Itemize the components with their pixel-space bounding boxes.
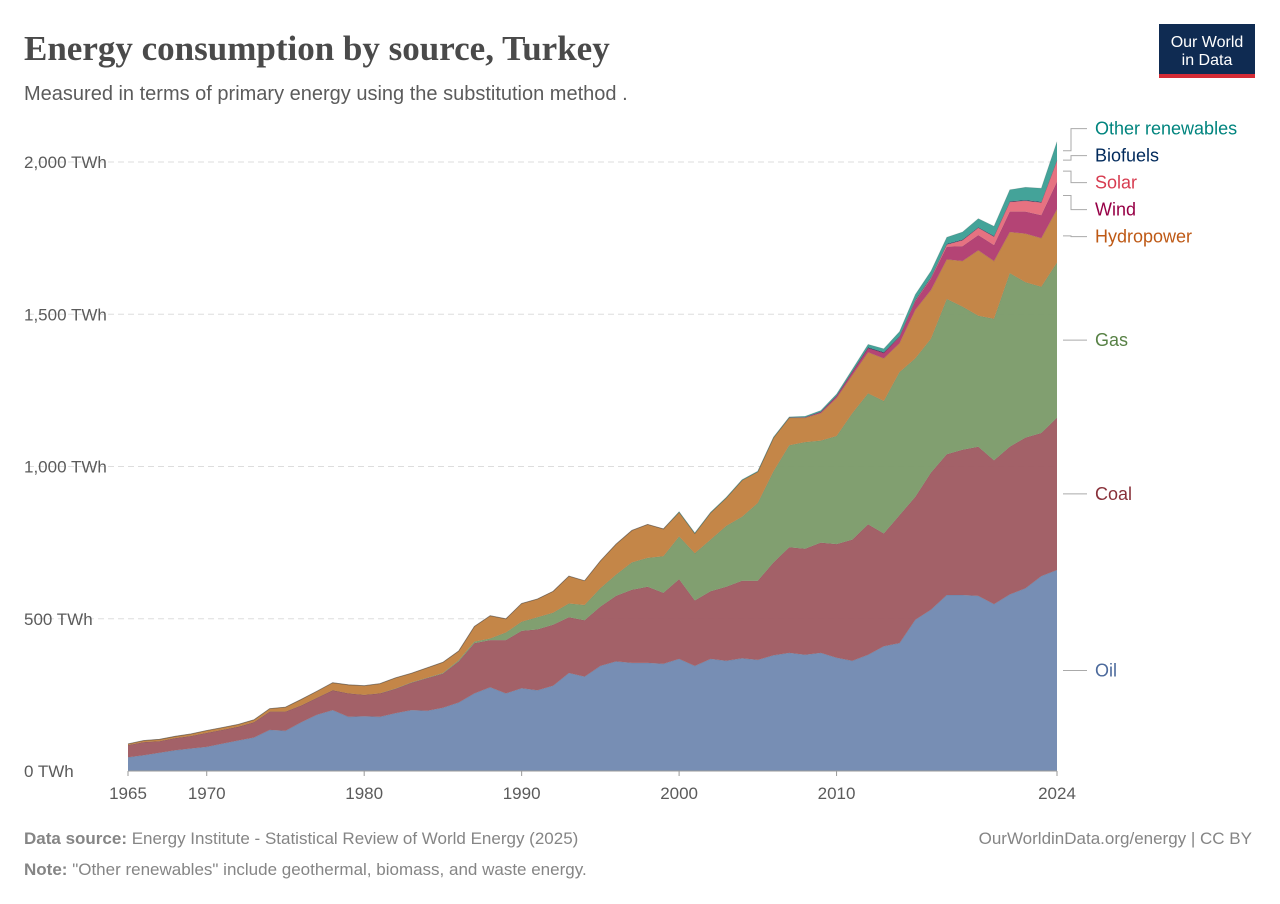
logo-box [1159, 24, 1255, 78]
source-text: Energy Institute - Statistical Review of… [132, 829, 579, 848]
area-edge [127, 160, 1058, 745]
x-tick-label: 1970 [188, 784, 226, 803]
area [128, 417, 1057, 758]
legend-label: Wind [1095, 200, 1136, 220]
legend-connector [1063, 170, 1087, 184]
credit: OurWorldinData.org/energy | CC BY [979, 829, 1252, 848]
logo-stripe [1159, 74, 1255, 78]
area-edge [127, 159, 1058, 745]
source: Data source: Energy Institute - Statisti… [24, 829, 578, 848]
logo-text: in Data [1182, 52, 1233, 69]
x-tick-label: 1980 [345, 784, 383, 803]
note: Note: "Other renewables" include geother… [24, 860, 587, 879]
legend-label: Gas [1095, 330, 1128, 350]
legend-connector [1063, 194, 1087, 211]
y-tick-label: 0 TWh [24, 762, 74, 781]
x-tick-label: 2024 [1038, 784, 1076, 803]
legend-label: Oil [1095, 661, 1117, 681]
x-tick-label: 1965 [109, 784, 147, 803]
x-tick-label: 2010 [818, 784, 856, 803]
y-tick-label: 1,000 TWh [24, 458, 107, 477]
legend-connector [1063, 155, 1087, 161]
legend-label: Hydropower [1095, 227, 1192, 247]
note-label: Note: [24, 860, 67, 879]
legend-label: Coal [1095, 484, 1132, 504]
y-tick-label: 500 TWh [24, 610, 93, 629]
legend-label: Biofuels [1095, 146, 1159, 166]
logo: Our World in Data [1159, 24, 1255, 78]
x-tick-label: 1990 [503, 784, 541, 803]
area [128, 262, 1057, 746]
x-tick-label: 2000 [660, 784, 698, 803]
legend-label: Other renewables [1095, 119, 1237, 139]
chart-title: Energy consumption by source, Turkey [24, 29, 610, 68]
logo-text: Our World [1171, 34, 1244, 51]
area-edge [127, 209, 1058, 745]
area [128, 209, 1057, 746]
area [128, 570, 1057, 771]
area-edge [127, 141, 1058, 745]
y-tick-label: 1,500 TWh [24, 305, 107, 324]
y-tick-label: 2,000 TWh [24, 153, 107, 172]
chart-subtitle: Measured in terms of primary energy usin… [24, 83, 628, 105]
legend-connector [1063, 235, 1087, 238]
legend-label: Solar [1095, 173, 1137, 193]
source-label: Data source: [24, 829, 127, 848]
note-text: "Other renewables" include geothermal, b… [72, 860, 586, 879]
legend-connector [1063, 128, 1087, 152]
area-edge [127, 181, 1058, 745]
